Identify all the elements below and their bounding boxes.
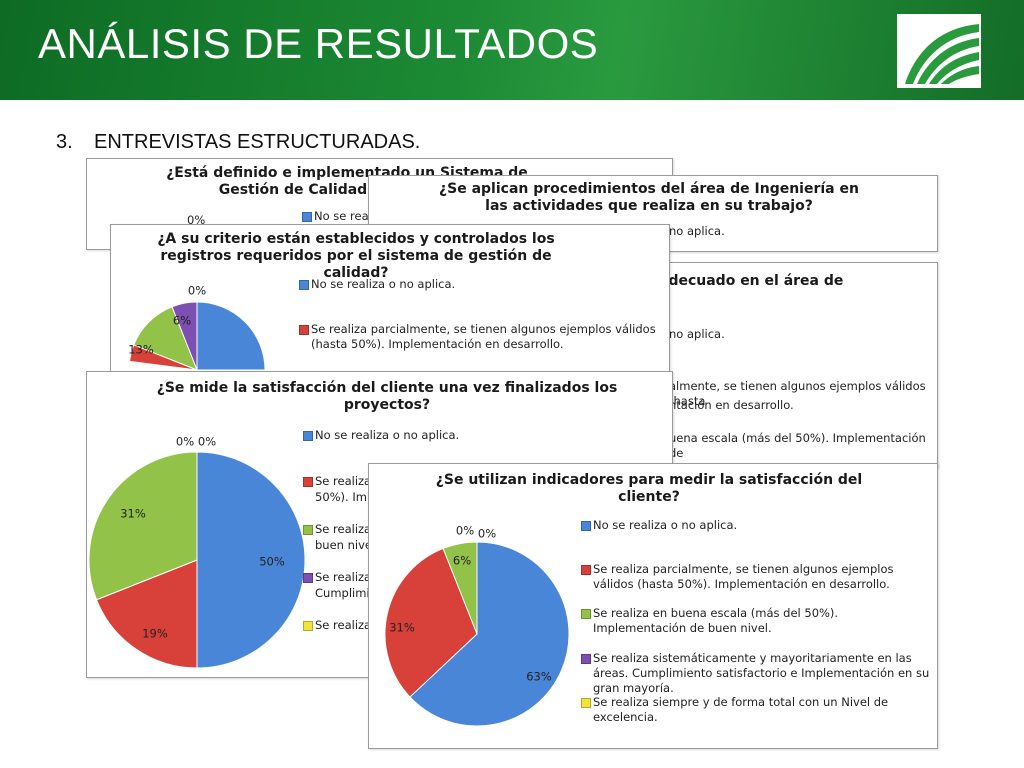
pie-slice: [409, 541, 570, 727]
legend-label: No se realiza o no aplica.: [593, 518, 738, 532]
pie-slice: [442, 541, 478, 635]
legend-swatch: [581, 609, 591, 619]
list-number: 3.: [56, 131, 73, 153]
pie-data-label: 6%: [453, 554, 471, 568]
legend-label: Se realiza sistemáticamente y mayoritari…: [593, 651, 930, 695]
leaf-logo-icon: [897, 14, 981, 88]
list-text: ENTREVISTAS ESTRUCTURADAS.: [94, 131, 421, 153]
legend-swatch: [581, 698, 591, 708]
pie-data-label: 63%: [526, 670, 552, 684]
chart-title: ¿Se utilizan indicadores para medir la s…: [435, 472, 863, 505]
chart-title: ¿Se mide la satisfacción del cliente una…: [156, 380, 618, 413]
slide-title: ANÁLISIS DE RESULTADOS: [38, 20, 599, 67]
legend-label: 50%). Imp: [315, 490, 375, 504]
legend-label: ntación en desarrollo.: [669, 398, 794, 412]
pie-chart-satisfaccion: 50% 19% 31% 0% 0%: [88, 435, 306, 669]
data-label: 0%: [187, 213, 206, 227]
legend-label: no aplica.: [669, 224, 725, 238]
pie-data-label: 19%: [142, 627, 168, 641]
legend-label: uena escala (más del 50%). Implementació…: [669, 431, 926, 460]
pie-slice: [196, 301, 266, 371]
pie-data-label: 13%: [128, 343, 154, 357]
legend-swatch: [303, 477, 313, 487]
pie-data-label: 0%: [198, 435, 216, 449]
slide-header: ANÁLISIS DE RESULTADOS: [0, 0, 1024, 100]
legend-swatch: [303, 525, 313, 535]
chart-title: ¿Se aplican procedimientos del área de I…: [439, 181, 859, 214]
legend-label: Se realiza parcialmente, se tienen algun…: [311, 322, 656, 351]
pie-data-label: 31%: [389, 621, 415, 635]
chart-title: ¿A su criterio están establecidos y cont…: [157, 231, 555, 281]
legend-label: Se realiza en buena escala (más del 50%)…: [593, 606, 839, 635]
pie-slices: 50% 19% 31% 0% 0%: [88, 435, 306, 669]
legend-label: almente, se tienen algunos ejemplos váli…: [669, 379, 926, 408]
pie-slice: [95, 559, 198, 669]
legend-swatch: [581, 565, 591, 575]
legend-label: Se realiza: [315, 522, 372, 536]
pie-slice: [133, 306, 198, 371]
pie-slice: [384, 547, 478, 698]
pie-data-label: 0%: [176, 435, 194, 449]
pie-slices: 0% 6% 13%: [128, 284, 266, 371]
chart-title: adecuado en el área de: [659, 273, 844, 289]
legend-swatch: [303, 573, 313, 583]
pie-data-label: 0%: [478, 527, 496, 541]
legend-label: Se realiza: [315, 618, 372, 632]
legend-label: Se realiza parcialmente, se tienen algun…: [593, 562, 894, 591]
legend-label: buen nive: [315, 538, 372, 552]
legend-swatch: [303, 621, 313, 631]
legend-label: Cumplimie: [315, 586, 377, 600]
legend-swatch: [302, 212, 312, 222]
legend-swatch: [299, 280, 309, 290]
legend-label: no aplica.: [669, 327, 725, 341]
legend-label: Se realiza: [315, 474, 372, 488]
legend-label: Se realiza siempre y de forma total con …: [593, 695, 889, 724]
pie-chart-registros: 0% 6% 13%: [128, 284, 266, 371]
legend-swatch: [581, 521, 591, 531]
list-item-heading: 3. ENTREVISTAS ESTRUCTURADAS.: [56, 131, 420, 154]
pie-data-label: 50%: [259, 555, 285, 569]
pie-slice: [128, 344, 198, 371]
pie-slice: [196, 451, 306, 669]
chart-card-registros: ¿A su criterio están establecidos y cont…: [110, 224, 670, 376]
pie-data-label: 6%: [173, 314, 191, 328]
legend-label: No se reali: [314, 209, 376, 223]
pie-data-label: 0%: [456, 524, 474, 538]
pie-data-label: 31%: [120, 507, 146, 521]
pie-data-label: 0%: [188, 284, 206, 298]
legend-label: No se realiza o no aplica.: [315, 428, 460, 442]
chart-card-indicadores: ¿Se utilizan indicadores para medir la s…: [368, 463, 938, 749]
pie-chart-indicadores: 63% 31% 6% 0% 0%: [384, 524, 570, 727]
legend-swatch: [299, 325, 309, 335]
legend-swatch: [581, 654, 591, 664]
legend-label: Se realiza: [315, 570, 372, 584]
pie-slices: 63% 31% 6% 0% 0%: [384, 524, 570, 727]
legend-label: No se realiza o no aplica.: [311, 277, 456, 291]
legend-swatch: [303, 431, 313, 441]
pie-slice: [88, 451, 198, 601]
